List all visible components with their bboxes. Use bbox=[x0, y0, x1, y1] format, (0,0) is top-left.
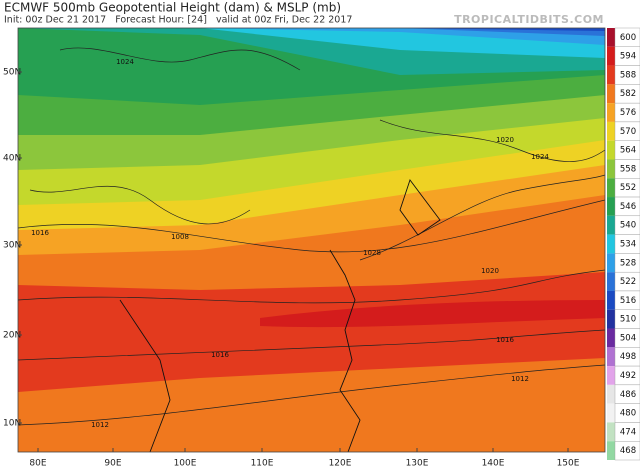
colorbar-label: 588 bbox=[620, 70, 636, 80]
colorbar-label: 540 bbox=[620, 221, 636, 231]
colorbar-swatch bbox=[607, 347, 615, 367]
latitude-label: 10N bbox=[3, 419, 21, 429]
longitude-label: 140E bbox=[482, 459, 505, 469]
height-band bbox=[18, 28, 605, 45]
height-band bbox=[18, 28, 605, 31]
colorbar-swatch bbox=[607, 366, 615, 385]
isobar bbox=[17, 199, 606, 253]
colorbar-swatch bbox=[607, 384, 615, 404]
colorbar-swatch bbox=[607, 328, 615, 348]
colorbar-label: 492 bbox=[620, 371, 636, 381]
colorbar-swatch bbox=[607, 272, 615, 291]
colorbar-swatch bbox=[607, 178, 615, 198]
isobar bbox=[17, 329, 606, 361]
isobar-label: 1020 bbox=[481, 267, 499, 275]
map-frame bbox=[17, 27, 606, 453]
coastline bbox=[119, 179, 441, 453]
isobar-label: 1024 bbox=[531, 153, 549, 161]
colorbar-swatch bbox=[607, 309, 615, 329]
colorbar-swatch bbox=[607, 441, 615, 460]
isobar-label: 1016 bbox=[496, 336, 514, 344]
longitude-label: 150E bbox=[557, 459, 580, 469]
colorbar-label: 498 bbox=[620, 352, 636, 362]
isobar-label: 1016 bbox=[211, 351, 229, 359]
colorbar-swatch bbox=[607, 121, 615, 141]
isobar bbox=[17, 269, 606, 304]
isobar-label: 1024 bbox=[116, 58, 134, 66]
latitude-label: 40N bbox=[3, 154, 21, 164]
height-band bbox=[18, 272, 605, 392]
isobar bbox=[17, 364, 606, 426]
colorbar-swatch bbox=[607, 253, 615, 273]
colorbar-label: 510 bbox=[620, 315, 636, 325]
isobar-label: 1016 bbox=[31, 229, 49, 237]
colorbar-label: 558 bbox=[620, 164, 636, 174]
colorbar-swatch bbox=[607, 234, 615, 254]
map-subtitle: Init: 00z Dec 21 2017 Forecast Hour: [24… bbox=[4, 15, 352, 26]
colorbar-label: 504 bbox=[620, 333, 636, 343]
colorbar-swatch bbox=[607, 290, 615, 310]
colorbar-swatch bbox=[607, 103, 615, 122]
colorbar-label: 468 bbox=[620, 446, 636, 456]
height-band bbox=[18, 28, 605, 36]
colorbar-label: 522 bbox=[620, 277, 636, 287]
colorbar-swatch bbox=[607, 197, 615, 216]
map-title: ECMWF 500mb Geopotential Height (dam) & … bbox=[4, 1, 341, 15]
latitude-label: 50N bbox=[3, 68, 21, 78]
isobar-label: 1008 bbox=[171, 233, 189, 241]
colorbar-label: 516 bbox=[620, 296, 636, 306]
colorbar-label: 534 bbox=[620, 240, 636, 250]
isobar bbox=[359, 174, 606, 261]
colorbar-label: 576 bbox=[620, 108, 636, 118]
isobar-label: 1028 bbox=[363, 249, 381, 257]
colorbar-label: 546 bbox=[620, 202, 636, 212]
colorbar-label: 600 bbox=[620, 33, 636, 43]
height-field bbox=[18, 28, 605, 452]
colorbar-swatch bbox=[607, 28, 615, 47]
longitude-label: 120E bbox=[329, 459, 352, 469]
isobar bbox=[59, 47, 301, 71]
colorbar-swatch bbox=[607, 403, 615, 423]
height-band bbox=[260, 300, 605, 328]
latitude-label: 20N bbox=[3, 331, 21, 341]
colorbar-swatch bbox=[607, 65, 615, 85]
colorbar-label: 486 bbox=[620, 390, 636, 400]
isobar-label: 1012 bbox=[91, 421, 109, 429]
isobars bbox=[17, 47, 606, 426]
latitude-label: 30N bbox=[3, 241, 21, 251]
isobar bbox=[379, 119, 606, 162]
colorbar-swatch bbox=[607, 215, 615, 235]
isobar-label: 1020 bbox=[496, 136, 514, 144]
colorbar: 600 594 588 582 576 570 564 558 552 546 540 534 528 5… bbox=[607, 27, 640, 461]
longitude-label: 110E bbox=[251, 459, 274, 469]
colorbar-swatch bbox=[607, 159, 615, 179]
watermark: TROPICALTIDBITS.COM bbox=[454, 13, 604, 26]
colorbar-label: 594 bbox=[620, 52, 636, 62]
colorbar-label: 570 bbox=[620, 127, 636, 137]
colorbar-label: 582 bbox=[620, 89, 636, 99]
longitude-label: 100E bbox=[174, 459, 197, 469]
colorbar-cell bbox=[614, 441, 640, 461]
colorbar-label: 474 bbox=[620, 427, 636, 437]
colorbar-swatch bbox=[607, 46, 615, 66]
colorbar-swatch bbox=[607, 140, 615, 160]
colorbar-label: 552 bbox=[620, 183, 636, 193]
colorbar-label: 564 bbox=[620, 146, 636, 156]
colorbar-label: 528 bbox=[620, 258, 636, 268]
longitude-label: 90E bbox=[104, 459, 121, 469]
colorbar-swatch bbox=[607, 422, 615, 442]
isobar-label: 1012 bbox=[511, 375, 529, 383]
colorbar-swatch bbox=[607, 84, 615, 104]
isobar bbox=[29, 185, 251, 225]
colorbar-label: 480 bbox=[620, 409, 636, 419]
longitude-label: 80E bbox=[29, 459, 46, 469]
longitude-label: 130E bbox=[406, 459, 429, 469]
